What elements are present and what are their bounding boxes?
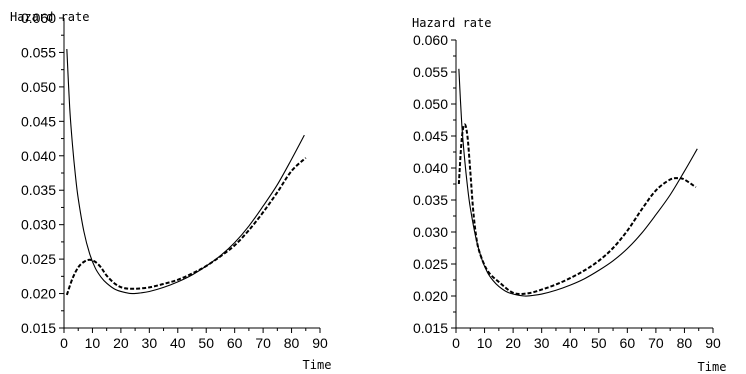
y-tick-label: 0.055 <box>413 64 448 80</box>
y-tick-label: 0.030 <box>413 224 448 240</box>
x-tick-label: 40 <box>562 335 578 351</box>
x-tick-label: 60 <box>620 335 636 351</box>
y-tick-label: 0.050 <box>21 79 56 95</box>
x-tick-label: 80 <box>677 335 693 351</box>
y-axis-title: Hazard rate <box>10 10 89 24</box>
x-tick-label: 20 <box>113 335 129 351</box>
y-tick-label: 0.020 <box>413 288 448 304</box>
y-tick-label: 0.020 <box>21 286 56 302</box>
x-tick-label: 80 <box>284 335 300 351</box>
x-tick-label: 30 <box>534 335 550 351</box>
x-tick-label: 0 <box>60 335 68 351</box>
x-tick-label: 40 <box>170 335 186 351</box>
x-tick-label: 70 <box>648 335 664 351</box>
y-tick-label: 0.035 <box>21 182 56 198</box>
chart-panel-2: 0.015 0.020 0.025 0.030 0.035 0.040 0.045 0.050… <box>412 16 726 374</box>
x-tick-label: 50 <box>591 335 607 351</box>
x-tick-label: 30 <box>142 335 158 351</box>
x-tick-label: 50 <box>198 335 214 351</box>
y-tick-label: 0.050 <box>413 96 448 112</box>
y-tick-label: 0.025 <box>413 256 448 272</box>
y-tick-label: 0.015 <box>21 320 56 336</box>
y-tick-label: 0.055 <box>21 44 56 60</box>
y-axis-title: Hazard rate <box>412 16 491 30</box>
x-axis-title: Time <box>303 358 332 372</box>
y-tick-label: 0.015 <box>413 320 448 336</box>
y-tick-label: 0.035 <box>413 192 448 208</box>
y-tick-label: 0.045 <box>413 128 448 144</box>
y-tick-label: 0.060 <box>21 10 56 26</box>
x-tick-label: 20 <box>505 335 521 351</box>
y-tick-label: 0.060 <box>413 32 448 48</box>
chart-panel-1: 0.015 0.020 0.025 0.030 0.035 0.040 0.045 0.050… <box>10 10 331 372</box>
x-tick-label: 10 <box>477 335 493 351</box>
y-tick-label: 0.025 <box>21 251 56 267</box>
y-tick-label: 0.045 <box>21 113 56 129</box>
x-axis-title: Time <box>698 360 727 374</box>
y-tick-label: 0.030 <box>21 217 56 233</box>
dashed-series-line <box>65 157 307 296</box>
x-tick-label: 90 <box>705 335 721 351</box>
x-tick-label: 70 <box>255 335 271 351</box>
dashed-series-line <box>457 123 697 296</box>
solid-series-line <box>458 68 698 297</box>
solid-series-line <box>66 48 305 295</box>
x-tick-label: 60 <box>227 335 243 351</box>
y-tick-label: 0.040 <box>21 148 56 164</box>
y-tick-label: 0.040 <box>413 160 448 176</box>
x-tick-label: 10 <box>85 335 101 351</box>
x-tick-label: 0 <box>452 335 460 351</box>
x-tick-label: 90 <box>312 335 328 351</box>
